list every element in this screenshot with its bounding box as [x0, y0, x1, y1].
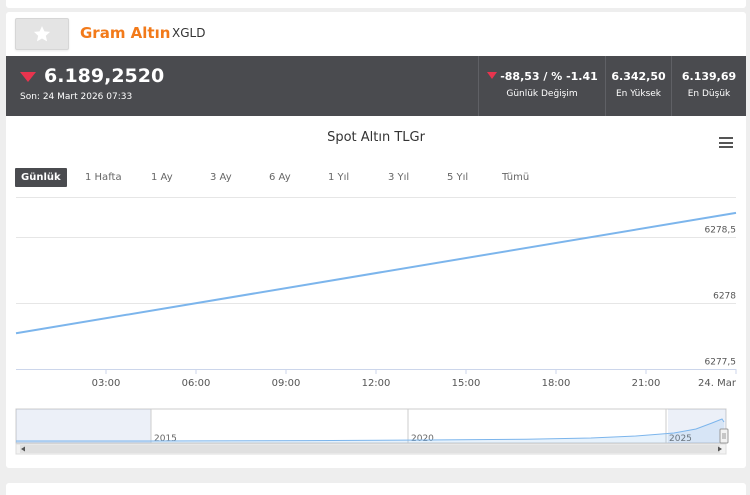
navigator-label-2025: 2025	[669, 434, 692, 444]
y-tick-label: 6277,5	[705, 358, 737, 368]
daily-change-stat: -88,53 / % -1.41 Günlük Değişim	[478, 56, 605, 116]
range-button-3-months[interactable]: 3 Ay	[210, 172, 232, 183]
last-price: 6.189,2520	[44, 65, 165, 87]
high-value: 6.342,50	[611, 70, 666, 83]
x-tick-label: 09:00	[272, 378, 301, 389]
price-summary-bar: 6.189,2520 Son: 24 Mart 2026 07:33 -88,5…	[6, 56, 746, 116]
price-chart[interactable]: 6278,5 6278 6277,5 03:00 06:00 09:00 12:00 15:0…	[6, 197, 746, 407]
high-stat: 6.342,50 En Yüksek	[605, 56, 671, 116]
y-tick-label: 6278	[713, 292, 736, 302]
down-triangle-icon	[20, 72, 36, 82]
low-label: En Düşük	[687, 89, 731, 99]
instrument-card: Gram Altın XGLD 6.189,2520 Son: 24 Mart …	[6, 12, 746, 468]
star-icon	[33, 26, 51, 42]
down-triangle-icon	[487, 72, 497, 79]
low-stat: 6.139,69 En Düşük	[671, 56, 746, 116]
last-update-time: Son: 24 Mart 2026 07:33	[20, 92, 133, 102]
navigator-series-line	[16, 418, 725, 442]
range-button-daily[interactable]: Günlük	[15, 168, 67, 187]
x-tick-label: 15:00	[452, 378, 481, 389]
x-tick-label: 24. Mar	[698, 378, 737, 389]
scroll-right-arrow-icon[interactable]	[718, 446, 722, 452]
low-value: 6.139,69	[681, 70, 737, 83]
x-tick-label: 03:00	[92, 378, 121, 389]
x-tick-label: 21:00	[632, 378, 661, 389]
asset-name: Gram Altın	[80, 24, 171, 42]
range-button-1-month[interactable]: 1 Ay	[151, 172, 173, 183]
previous-panel-edge	[6, 0, 746, 8]
navigator-label-2015: 2015	[154, 434, 177, 444]
asset-code: XGLD	[172, 26, 206, 40]
range-button-5-years[interactable]: 5 Yıl	[447, 172, 469, 183]
navigator-area	[16, 419, 724, 443]
daily-change-label: Günlük Değişim	[506, 89, 578, 99]
navigator-label-2020: 2020	[411, 434, 434, 444]
next-panel-edge	[6, 483, 746, 495]
navigator-mask-left	[16, 409, 151, 443]
favorite-button[interactable]	[15, 18, 69, 50]
y-tick-label: 6278,5	[705, 226, 737, 236]
range-button-3-years[interactable]: 3 Yıl	[388, 172, 410, 183]
x-tick-label: 06:00	[182, 378, 211, 389]
range-button-1-week[interactable]: 1 Hafta	[85, 172, 122, 183]
range-button-1-year[interactable]: 1 Yıl	[328, 172, 350, 183]
daily-change-value: -88,53 / % -1.41	[500, 70, 598, 83]
hamburger-menu-icon[interactable]	[719, 137, 733, 148]
range-button-all[interactable]: Tümü	[502, 172, 530, 183]
chart-title: Spot Altın TLGr	[327, 130, 425, 145]
scroll-left-arrow-icon[interactable]	[21, 446, 25, 452]
range-button-6-months[interactable]: 6 Ay	[269, 172, 291, 183]
x-tick-label: 12:00	[362, 378, 391, 389]
high-label: En Yüksek	[615, 89, 662, 99]
navigator-handle[interactable]	[719, 428, 729, 444]
navigator-mask-right	[668, 409, 726, 443]
price-series-line	[15, 211, 737, 335]
chart-navigator[interactable]: 2015 2020 2025	[6, 407, 746, 457]
x-tick-label: 18:00	[542, 378, 571, 389]
navigator-scrollbar-thumb[interactable]	[20, 445, 720, 453]
